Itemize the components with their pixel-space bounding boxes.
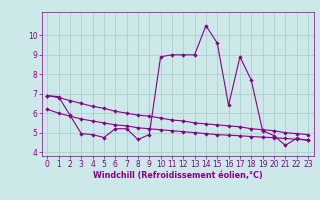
X-axis label: Windchill (Refroidissement éolien,°C): Windchill (Refroidissement éolien,°C) <box>93 171 262 180</box>
